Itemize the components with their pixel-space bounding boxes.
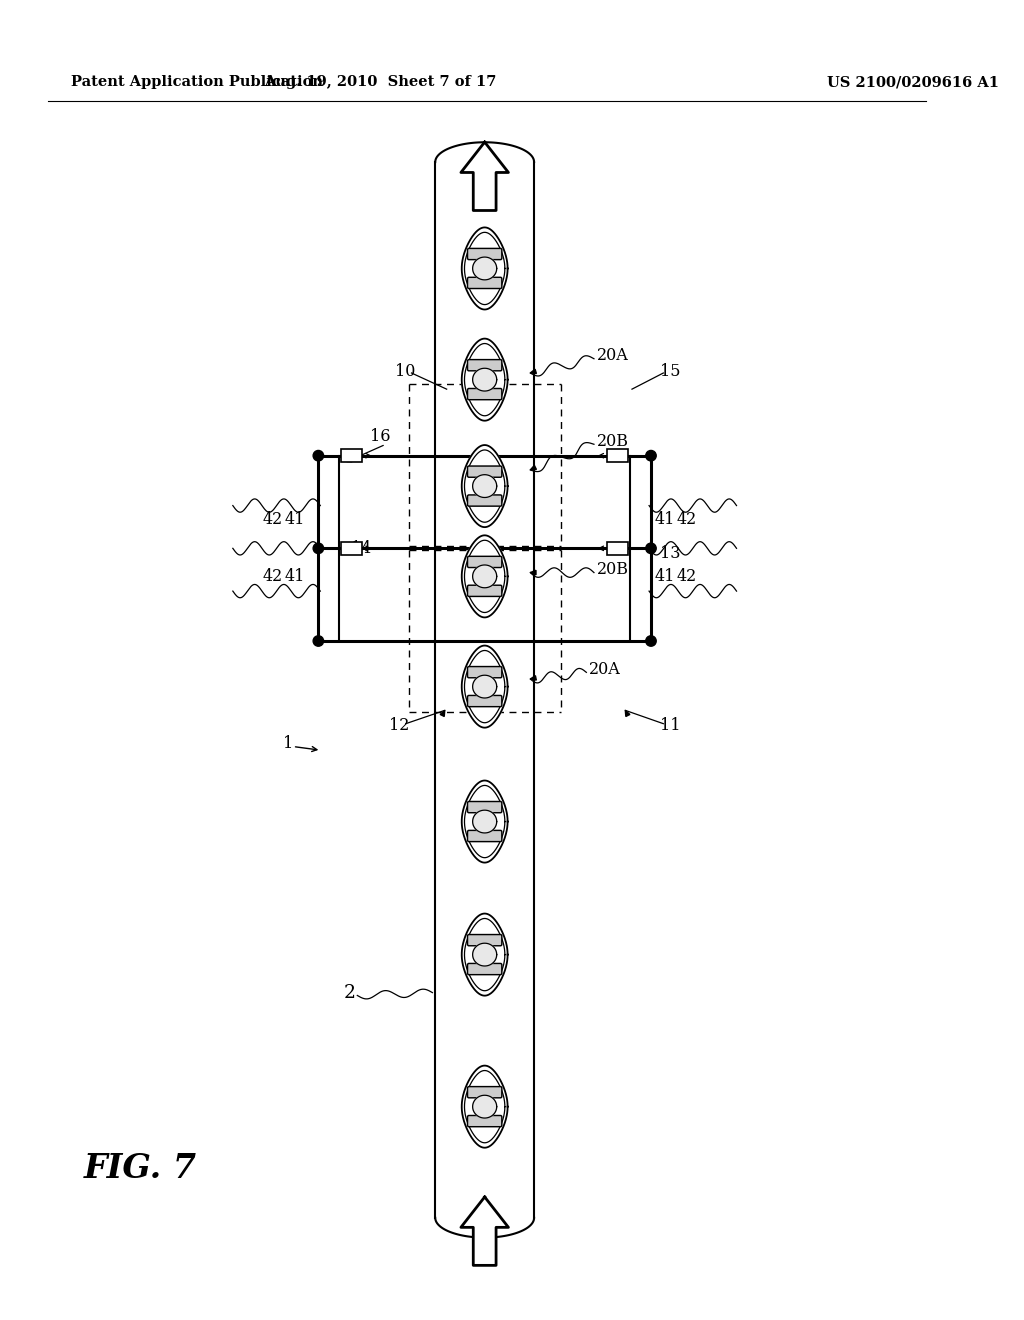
Polygon shape <box>473 368 497 391</box>
FancyBboxPatch shape <box>468 359 502 371</box>
Polygon shape <box>473 475 497 498</box>
Polygon shape <box>530 570 536 574</box>
Text: Aug. 19, 2010  Sheet 7 of 17: Aug. 19, 2010 Sheet 7 of 17 <box>264 75 497 90</box>
Text: Patent Application Publication: Patent Application Publication <box>72 75 324 90</box>
Circle shape <box>313 636 324 647</box>
Text: 20B: 20B <box>597 561 629 578</box>
FancyBboxPatch shape <box>468 556 502 568</box>
Polygon shape <box>530 466 537 470</box>
Polygon shape <box>530 370 537 374</box>
Polygon shape <box>473 676 497 698</box>
FancyBboxPatch shape <box>468 466 502 478</box>
Text: 42: 42 <box>262 569 283 585</box>
Text: 10: 10 <box>394 363 415 380</box>
Bar <box>341 449 362 462</box>
Polygon shape <box>473 257 497 280</box>
Text: 42: 42 <box>262 511 283 528</box>
FancyBboxPatch shape <box>468 935 502 945</box>
FancyBboxPatch shape <box>468 248 502 260</box>
FancyBboxPatch shape <box>468 1086 502 1098</box>
Polygon shape <box>530 676 537 680</box>
Text: 42: 42 <box>677 569 697 585</box>
Polygon shape <box>462 339 508 421</box>
Text: FIG. 7: FIG. 7 <box>84 1152 198 1185</box>
Text: 12: 12 <box>389 717 410 734</box>
Text: 41: 41 <box>285 511 305 528</box>
Text: US 2100/0209616 A1: US 2100/0209616 A1 <box>826 75 998 90</box>
Polygon shape <box>440 710 444 717</box>
Text: 1: 1 <box>283 735 293 752</box>
FancyBboxPatch shape <box>468 585 502 597</box>
FancyBboxPatch shape <box>468 964 502 974</box>
Polygon shape <box>626 710 630 717</box>
Circle shape <box>646 450 656 461</box>
FancyBboxPatch shape <box>468 667 502 677</box>
Bar <box>341 541 362 554</box>
Text: 20B: 20B <box>597 433 629 450</box>
Polygon shape <box>462 913 508 995</box>
FancyBboxPatch shape <box>468 1115 502 1127</box>
Text: 20A: 20A <box>597 347 629 364</box>
Text: 41: 41 <box>285 569 305 585</box>
Polygon shape <box>462 536 508 618</box>
Text: 42: 42 <box>677 511 697 528</box>
Polygon shape <box>473 1096 497 1118</box>
Circle shape <box>313 450 324 461</box>
Text: 11: 11 <box>659 717 680 734</box>
Circle shape <box>313 543 324 553</box>
Text: 13: 13 <box>659 545 680 561</box>
Circle shape <box>646 543 656 553</box>
Polygon shape <box>462 445 508 527</box>
Polygon shape <box>473 565 497 587</box>
Polygon shape <box>461 143 509 210</box>
Polygon shape <box>462 1065 508 1147</box>
FancyBboxPatch shape <box>468 696 502 706</box>
Text: 14: 14 <box>351 540 372 557</box>
Text: 15: 15 <box>659 363 680 380</box>
Polygon shape <box>461 1197 509 1266</box>
Circle shape <box>646 636 656 647</box>
Text: 16: 16 <box>370 428 390 445</box>
Bar <box>607 541 628 554</box>
Text: 41: 41 <box>655 569 676 585</box>
Bar <box>607 449 628 462</box>
FancyBboxPatch shape <box>468 277 502 289</box>
Text: 2: 2 <box>344 983 355 1002</box>
FancyBboxPatch shape <box>468 801 502 813</box>
FancyBboxPatch shape <box>468 830 502 842</box>
FancyBboxPatch shape <box>468 388 502 400</box>
Polygon shape <box>473 810 497 833</box>
Text: 41: 41 <box>655 511 676 528</box>
Polygon shape <box>462 645 508 727</box>
Polygon shape <box>473 944 497 966</box>
Text: 20A: 20A <box>589 661 621 678</box>
Polygon shape <box>462 227 508 309</box>
Polygon shape <box>462 780 508 862</box>
FancyBboxPatch shape <box>468 495 502 506</box>
